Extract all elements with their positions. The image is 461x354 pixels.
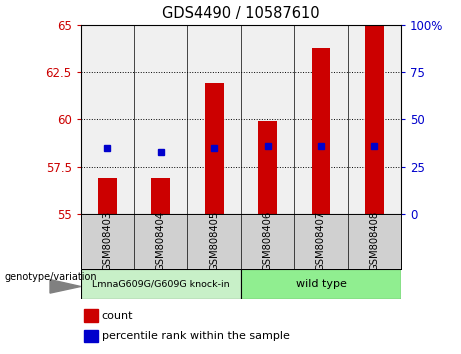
Text: GSM808404: GSM808404	[156, 210, 166, 270]
Text: count: count	[101, 310, 133, 321]
Bar	[365, 25, 384, 214]
Bar	[241, 269, 401, 299]
Text: wild type: wild type	[296, 279, 346, 289]
Text: percentile rank within the sample: percentile rank within the sample	[101, 331, 290, 341]
Text: GSM808408: GSM808408	[369, 210, 379, 270]
Bar	[84, 330, 98, 342]
Text: GSM808406: GSM808406	[263, 210, 272, 270]
Bar	[81, 269, 241, 299]
Bar	[312, 47, 331, 214]
Polygon shape	[50, 280, 81, 293]
Bar	[151, 178, 170, 214]
Text: GSM808405: GSM808405	[209, 210, 219, 270]
Bar	[205, 84, 224, 214]
Bar	[258, 121, 277, 214]
Text: LmnaG609G/G609G knock-in: LmnaG609G/G609G knock-in	[92, 280, 230, 289]
Text: GSM808407: GSM808407	[316, 210, 326, 270]
Bar	[84, 309, 98, 322]
Text: genotype/variation: genotype/variation	[5, 273, 97, 282]
Bar	[98, 178, 117, 214]
Title: GDS4490 / 10587610: GDS4490 / 10587610	[162, 6, 319, 21]
Text: GSM808403: GSM808403	[102, 210, 112, 270]
